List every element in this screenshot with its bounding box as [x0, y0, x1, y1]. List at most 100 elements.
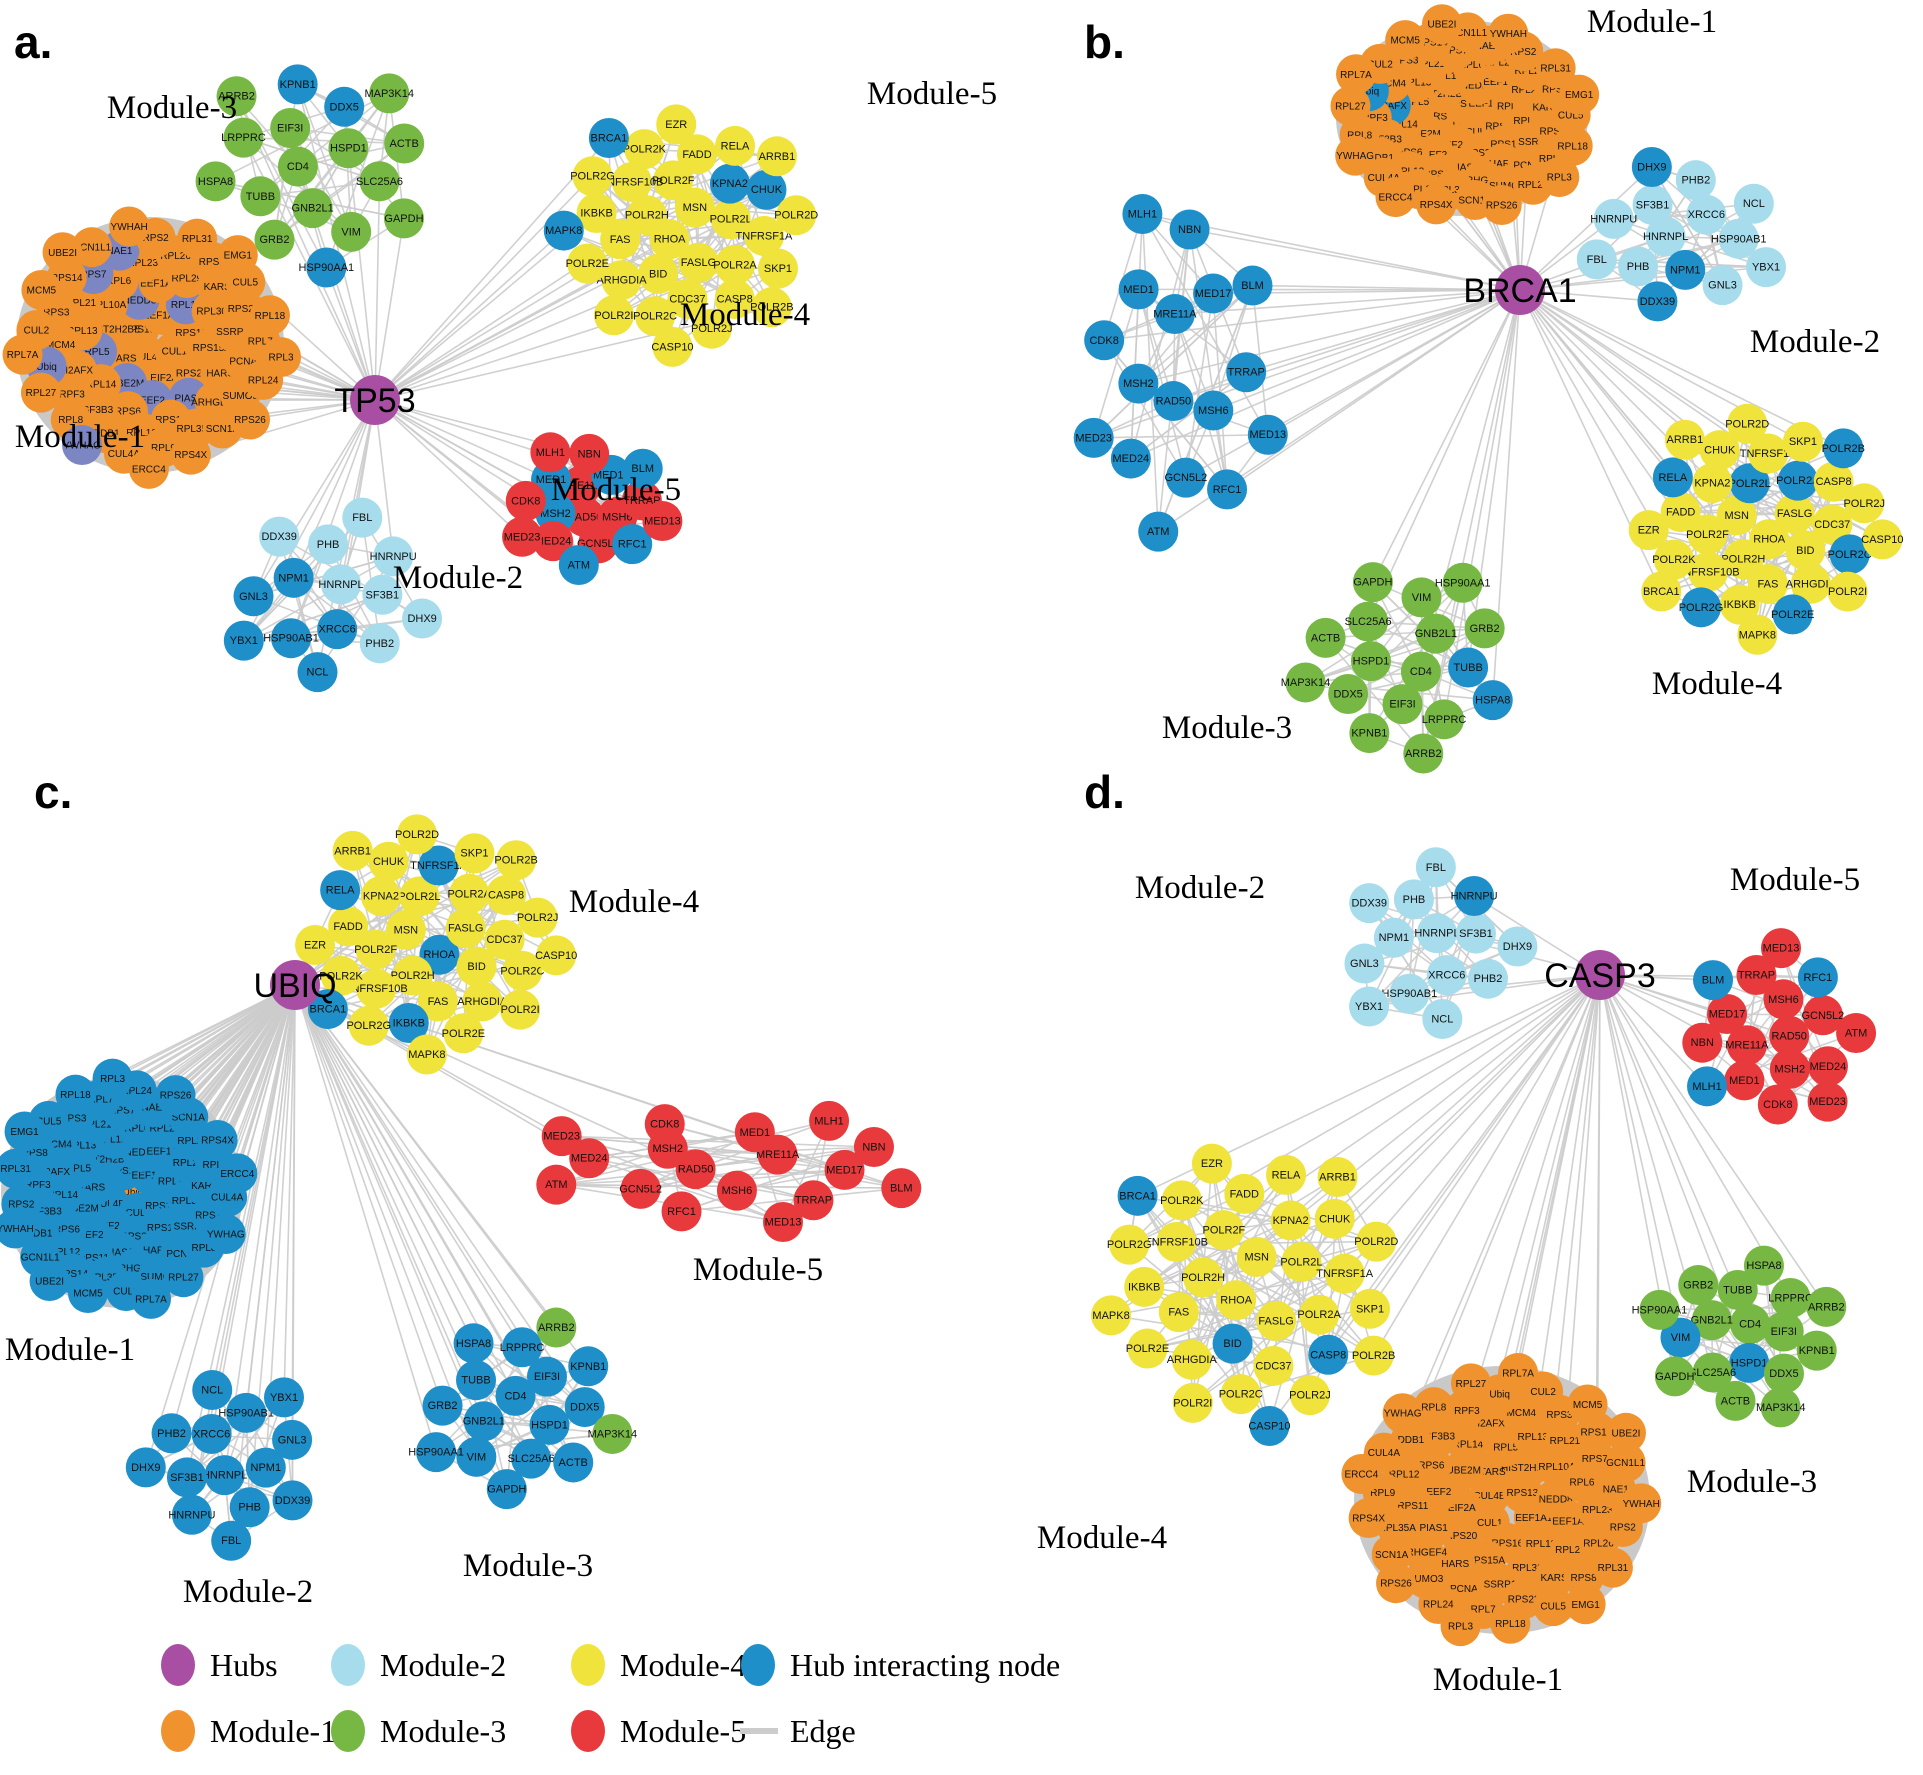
node-mapk8[interactable]	[1737, 614, 1778, 655]
node-rfc1[interactable]	[612, 524, 653, 565]
node-ddx39[interactable]	[272, 1480, 313, 1521]
node-actb[interactable]	[384, 123, 425, 164]
node-rpl31[interactable]	[1592, 1547, 1633, 1588]
node-kpna2[interactable]	[1692, 463, 1733, 504]
node-rela[interactable]	[320, 870, 361, 911]
node-tnfrsf10b[interactable]	[356, 968, 397, 1009]
node-rps4x[interactable]	[1416, 184, 1457, 225]
node-xrcc6[interactable]	[1426, 955, 1467, 996]
node-med13[interactable]	[642, 501, 683, 542]
node-ercc4[interactable]	[1341, 1454, 1382, 1495]
node-dhx9[interactable]	[1497, 926, 1538, 967]
node-rpl3[interactable]	[261, 337, 302, 378]
node-tnfrsf1a[interactable]	[743, 215, 784, 256]
node-chuk[interactable]	[746, 169, 787, 210]
node-casp10[interactable]	[536, 935, 577, 976]
node-hspd1[interactable]	[328, 128, 369, 169]
node-tnfrsf10b[interactable]	[611, 162, 652, 203]
node-phb[interactable]	[1393, 879, 1434, 920]
node-kpnb1[interactable]	[277, 64, 318, 105]
node-grb2[interactable]	[422, 1385, 463, 1426]
node-nbn[interactable]	[1169, 209, 1210, 250]
node-polr2i[interactable]	[1827, 571, 1868, 612]
node-rpl18[interactable]	[1490, 1603, 1531, 1644]
node-fadd[interactable]	[1660, 492, 1701, 533]
node-msn[interactable]	[385, 909, 426, 950]
node-polr2f[interactable]	[1687, 514, 1728, 555]
node-ncl[interactable]	[1422, 998, 1463, 1039]
node-polr2c[interactable]	[1220, 1374, 1261, 1415]
node-hsp90ab1[interactable]	[1389, 973, 1430, 1014]
node-rpl31[interactable]	[177, 218, 218, 259]
node-casp8[interactable]	[486, 875, 527, 916]
node-mapk8[interactable]	[1091, 1295, 1132, 1336]
node-ube2i[interactable]	[29, 1261, 70, 1302]
node-hspa8[interactable]	[195, 161, 236, 202]
node-med13[interactable]	[1247, 414, 1288, 455]
node-hsp90ab1[interactable]	[1718, 218, 1759, 259]
node-tnfrsf1a[interactable]	[418, 845, 459, 886]
node-polr2i[interactable]	[1172, 1382, 1213, 1423]
node-polr2e[interactable]	[567, 243, 608, 284]
node-rpl3[interactable]	[92, 1058, 133, 1099]
node-phb[interactable]	[229, 1487, 270, 1528]
node-ywhah[interactable]	[109, 206, 150, 247]
node-rps4x[interactable]	[1348, 1498, 1389, 1539]
node-cdk8[interactable]	[644, 1104, 685, 1145]
node-dhx9[interactable]	[1631, 147, 1672, 188]
node-phb[interactable]	[1618, 246, 1659, 287]
node-cd4[interactable]	[495, 1375, 536, 1416]
node-rps26[interactable]	[1376, 1563, 1417, 1604]
node-med24[interactable]	[1807, 1046, 1848, 1087]
node-xrcc6[interactable]	[317, 609, 358, 650]
node-rpl27[interactable]	[1450, 1363, 1491, 1404]
node-ube2i[interactable]	[42, 232, 83, 273]
node-ywhag[interactable]	[205, 1213, 246, 1254]
node-kars[interactable]	[1534, 1557, 1575, 1598]
node-msh6[interactable]	[1763, 979, 1804, 1020]
node-rhoa[interactable]	[1216, 1280, 1257, 1321]
node-brca1[interactable]	[1117, 1175, 1158, 1216]
node-skp1[interactable]	[1782, 421, 1823, 462]
hub-node-tp53[interactable]	[350, 375, 400, 425]
node-polr2d[interactable]	[776, 195, 817, 236]
node-ikbkb[interactable]	[388, 1002, 429, 1043]
node-polr2g[interactable]	[1681, 587, 1722, 628]
node-mlh1[interactable]	[809, 1100, 850, 1141]
node-slc25a6[interactable]	[1348, 601, 1389, 642]
node-tubb[interactable]	[456, 1360, 497, 1401]
node-gapdh[interactable]	[486, 1469, 527, 1510]
node-atm[interactable]	[558, 545, 599, 586]
node-hspa8[interactable]	[1472, 680, 1513, 721]
node-arrb2[interactable]	[216, 76, 257, 117]
node-lrpprc[interactable]	[1770, 1277, 1811, 1318]
node-actb[interactable]	[553, 1442, 594, 1483]
node-rpl27[interactable]	[163, 1257, 204, 1298]
node-arrb1[interactable]	[756, 136, 797, 177]
node-tubb[interactable]	[1717, 1269, 1758, 1310]
node-rpl8[interactable]	[1413, 1387, 1454, 1428]
node-chuk[interactable]	[368, 841, 409, 882]
node-gnl3[interactable]	[272, 1419, 313, 1460]
node-polr2k[interactable]	[1161, 1180, 1202, 1221]
node-gcn5l2[interactable]	[1802, 995, 1843, 1036]
node-cdk8[interactable]	[1084, 320, 1125, 361]
node-ezr[interactable]	[656, 104, 697, 145]
node-msh6[interactable]	[716, 1170, 757, 1211]
node-mcm5[interactable]	[1385, 20, 1426, 61]
node-sf3b1[interactable]	[166, 1457, 207, 1498]
node-mapk8[interactable]	[543, 210, 584, 251]
node-med23[interactable]	[1807, 1081, 1848, 1122]
node-nbn[interactable]	[853, 1127, 894, 1168]
node-polr2f[interactable]	[355, 929, 396, 970]
node-cdc37[interactable]	[1253, 1345, 1294, 1386]
node-hsp90aa1[interactable]	[1442, 562, 1483, 603]
node-rpl7a[interactable]	[131, 1278, 172, 1319]
node-hnrnpu[interactable]	[171, 1494, 212, 1535]
node-sf3b1[interactable]	[1455, 913, 1496, 954]
node-kpna2[interactable]	[360, 876, 401, 917]
node-hnrnpu[interactable]	[1454, 875, 1495, 916]
node-rps26[interactable]	[1481, 185, 1522, 226]
node-polr2h[interactable]	[626, 195, 667, 236]
node-actb[interactable]	[1305, 617, 1346, 658]
